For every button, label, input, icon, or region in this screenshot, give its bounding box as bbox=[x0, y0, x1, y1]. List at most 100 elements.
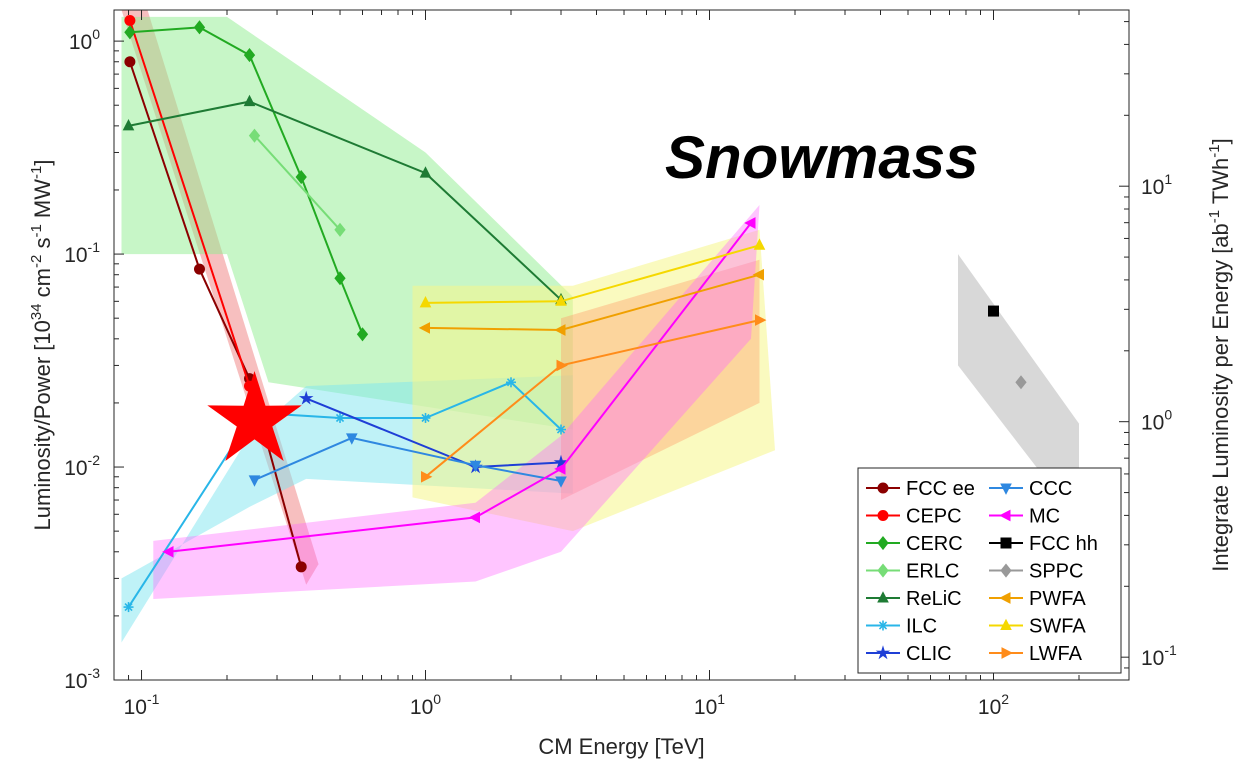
point-swfa bbox=[555, 294, 567, 306]
point-clic bbox=[553, 454, 569, 469]
y2-tick-label: 10-1 bbox=[1141, 642, 1177, 670]
y-tick-label: 10-1 bbox=[64, 239, 100, 267]
y-tick-label: 10-2 bbox=[64, 452, 100, 480]
legend-item-cerc: CERC bbox=[866, 533, 963, 555]
y2-tick-label: 101 bbox=[1141, 171, 1172, 199]
legend-item-fcc-ee: FCC ee bbox=[866, 478, 975, 500]
point-ilc bbox=[556, 424, 567, 435]
plot-frame bbox=[113, 9, 1130, 681]
series-mc bbox=[162, 217, 756, 558]
legend-marker bbox=[1000, 483, 1012, 495]
point-ccc bbox=[248, 475, 261, 487]
point-fcc-ee bbox=[124, 56, 136, 68]
point-pwfa bbox=[752, 268, 764, 281]
legend-label: MC bbox=[1029, 506, 1060, 528]
point-sppc bbox=[1015, 375, 1027, 390]
point-fcc-hh bbox=[988, 305, 1000, 317]
highlight-star bbox=[207, 371, 302, 461]
legend-item-erlc: ERLC bbox=[866, 561, 959, 583]
watermark: Snowmass bbox=[665, 124, 978, 191]
series-sppc bbox=[1015, 375, 1027, 390]
point-cerc bbox=[334, 271, 346, 286]
point-cepc bbox=[124, 14, 136, 26]
legend-marker bbox=[1000, 537, 1012, 549]
legend-label: LWFA bbox=[1029, 643, 1083, 665]
x-axis-label: CM Energy [TeV] bbox=[538, 734, 704, 759]
point-mc bbox=[162, 545, 174, 558]
point-mc bbox=[554, 463, 566, 475]
legend-marker bbox=[875, 645, 891, 660]
legend-label: PWFA bbox=[1029, 588, 1086, 610]
x-tick-label: 102 bbox=[978, 691, 1009, 719]
legend-label: CLIC bbox=[906, 643, 952, 665]
point-fcc-ee bbox=[295, 561, 307, 573]
legend-label: FCC hh bbox=[1029, 533, 1098, 555]
legend-item-clic: CLIC bbox=[866, 643, 952, 665]
point-fcc-ee bbox=[193, 263, 205, 275]
line-ccc bbox=[254, 436, 562, 482]
legend-marker bbox=[877, 510, 889, 521]
series-pwfa bbox=[418, 268, 764, 336]
line-cepc bbox=[128, 20, 251, 387]
point-cerc bbox=[356, 327, 369, 342]
series-fcc-ee bbox=[124, 56, 307, 573]
legend-label: SWFA bbox=[1029, 616, 1086, 638]
point-ilc bbox=[506, 377, 517, 388]
legend-label: CEPC bbox=[906, 506, 962, 528]
legend-item-lwfa: LWFA bbox=[989, 643, 1083, 665]
point-ilc bbox=[420, 412, 431, 423]
x-tick-label: 100 bbox=[410, 691, 441, 719]
band-pwfa bbox=[561, 259, 760, 500]
axes: 10-1 100 101 102 10-3 10-2 10-1 100 10-1 100 101 CM… bbox=[28, 9, 1233, 759]
x-tick-label: 10-1 bbox=[124, 691, 160, 719]
series-ccc bbox=[248, 433, 567, 488]
point-relic bbox=[419, 166, 432, 178]
y-tick-label: 100 bbox=[69, 26, 100, 54]
legend-item-fcc-hh: FCC hh bbox=[989, 533, 1098, 555]
point-ilc bbox=[335, 412, 346, 423]
point-mc bbox=[744, 217, 756, 229]
legend-item-pwfa: PWFA bbox=[989, 588, 1086, 610]
legend-label: FCC ee bbox=[906, 478, 975, 500]
legend-marker bbox=[999, 592, 1011, 604]
point-swfa bbox=[419, 295, 432, 308]
legend-marker bbox=[1000, 618, 1012, 630]
legend-label: SPPC bbox=[1029, 561, 1083, 583]
point-erlc bbox=[248, 128, 261, 143]
y-axis-label: Luminosity/Power [1034 cm-2 s-1 MW-1] bbox=[28, 160, 55, 531]
series-erlc bbox=[248, 128, 346, 237]
point-erlc bbox=[334, 222, 346, 237]
point-cerc bbox=[193, 20, 206, 35]
point-lwfa bbox=[421, 470, 433, 483]
legend-item-cepc: CEPC bbox=[866, 506, 962, 528]
legend-item-sppc: SPPC bbox=[989, 561, 1083, 583]
line-relic bbox=[128, 100, 562, 301]
point-ccc bbox=[555, 476, 567, 488]
line-cerc bbox=[129, 26, 364, 335]
y2-tick-label: 100 bbox=[1141, 407, 1172, 435]
band-swfa bbox=[412, 229, 775, 532]
legend-marker bbox=[878, 620, 888, 631]
y-tick-label: 10-3 bbox=[64, 665, 100, 693]
point-pwfa bbox=[554, 324, 566, 336]
legend-label: ILC bbox=[906, 616, 937, 638]
point-relic bbox=[243, 94, 256, 107]
legend: FCC ee CEPC CERC ERLC ReLiC ILC CLIC CCC MC FCC h… bbox=[857, 467, 1122, 674]
legend-label: ERLC bbox=[906, 561, 959, 583]
legend-marker bbox=[877, 482, 889, 494]
series-lwfa bbox=[421, 314, 767, 483]
legend-marker bbox=[877, 536, 889, 551]
legend-marker bbox=[999, 509, 1011, 522]
legend-marker bbox=[1001, 647, 1013, 659]
legend-label: CERC bbox=[906, 533, 963, 555]
x-tick-label: 101 bbox=[694, 691, 725, 719]
legend-marker bbox=[877, 563, 889, 578]
legend-label: CCC bbox=[1029, 478, 1072, 500]
point-mc bbox=[468, 511, 480, 524]
legend-item-swfa: SWFA bbox=[989, 616, 1086, 638]
legend-marker bbox=[877, 591, 889, 603]
legend-label: ReLiC bbox=[906, 588, 962, 610]
legend-marker bbox=[1000, 563, 1012, 578]
point-lwfa bbox=[755, 314, 767, 326]
